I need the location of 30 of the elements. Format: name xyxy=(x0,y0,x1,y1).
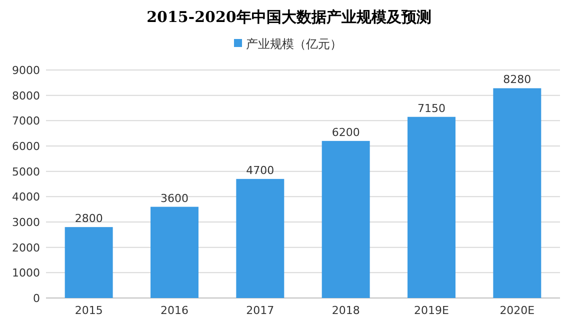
x-tick-label: 2017 xyxy=(246,304,274,317)
data-label: 7150 xyxy=(418,102,446,115)
y-tick-label: 4000 xyxy=(12,190,40,204)
data-label: 8280 xyxy=(503,73,532,86)
y-tick-label: 8000 xyxy=(12,89,40,102)
bar xyxy=(408,116,456,298)
legend-label: 产业规模（亿元） xyxy=(246,37,342,51)
data-label: 6200 xyxy=(332,126,360,139)
x-tick-label: 2019E xyxy=(414,304,450,317)
x-tick-label: 2016 xyxy=(160,304,188,317)
x-tick-label: 2018 xyxy=(332,304,360,317)
bar xyxy=(322,140,370,298)
data-label: 2800 xyxy=(74,212,103,226)
bar xyxy=(493,88,542,298)
data-label: 4700 xyxy=(246,164,274,177)
bar xyxy=(150,206,198,298)
y-tick-label: 1000 xyxy=(12,266,40,280)
y-tick-label: 7000 xyxy=(12,114,40,128)
data-label: 3600 xyxy=(160,192,188,205)
bar xyxy=(236,178,284,298)
x-tick-label: 2020E xyxy=(500,304,535,317)
bar xyxy=(64,227,113,298)
y-tick-label: 2000 xyxy=(12,241,40,254)
y-tick-label: 3000 xyxy=(12,216,40,229)
chart-title: 2015-2020年中国大数据产业规模及预测 xyxy=(146,8,432,26)
y-tick-label: 6000 xyxy=(12,140,40,153)
y-tick-label: 9000 xyxy=(12,64,40,77)
y-tick-label: 5000 xyxy=(12,165,40,178)
y-tick-label: 0 xyxy=(33,292,40,305)
x-tick-label: 2015 xyxy=(74,304,103,317)
